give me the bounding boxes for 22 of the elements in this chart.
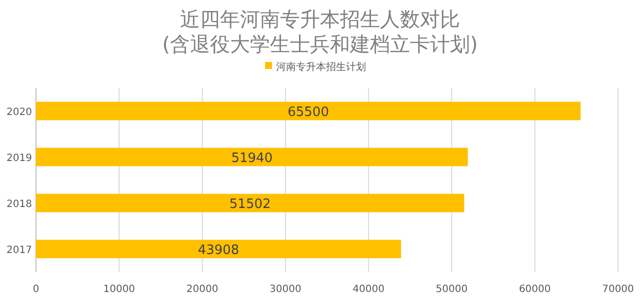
data-label: 43908 [198, 243, 240, 258]
x-tick-label: 50000 [436, 284, 468, 295]
data-label: 51940 [231, 151, 273, 166]
y-tick-label: 2019 [6, 153, 32, 164]
y-tick-label: 2020 [6, 107, 32, 118]
x-tick-label: 40000 [352, 284, 384, 295]
x-tick-label: 20000 [186, 284, 218, 295]
bar [36, 148, 468, 166]
bar [36, 194, 464, 212]
legend-label: 河南专升本招生计划 [276, 61, 366, 73]
chart-title: 近四年河南专升本招生人数对比 (含退役大学生士兵和建档立卡计划) [162, 7, 478, 56]
y-tick-label: 2017 [6, 245, 32, 256]
data-label: 65500 [288, 105, 329, 120]
data-label: 51502 [229, 197, 271, 212]
y-tick-label: 2018 [6, 199, 32, 210]
x-tick-label: 70000 [602, 284, 634, 295]
bar [36, 240, 402, 258]
bar [36, 102, 581, 120]
x-tick-label: 10000 [103, 284, 136, 295]
x-tick-label: 0 [32, 284, 40, 295]
x-tick-label: 30000 [270, 284, 302, 295]
x-tick-label: 60000 [518, 284, 551, 295]
